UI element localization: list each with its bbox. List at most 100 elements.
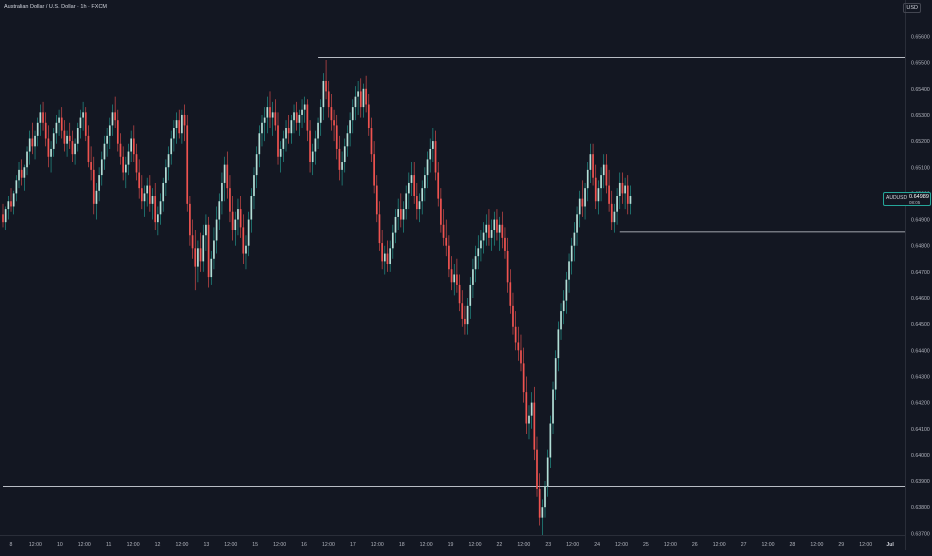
candle-body <box>488 224 490 238</box>
symbol-title[interactable]: Australian Dollar / U.S. Dollar · 1h · F… <box>4 4 107 10</box>
candle <box>58 109 60 136</box>
candle <box>554 350 557 400</box>
candle <box>402 201 405 233</box>
candle <box>437 162 440 207</box>
candle-body <box>573 232 576 246</box>
time-label-hour: 12:00 <box>29 542 42 548</box>
candle-body <box>146 185 149 194</box>
candle-body <box>381 243 383 262</box>
candle <box>2 203 4 228</box>
currency-button[interactable]: USD <box>903 3 921 13</box>
time-axis[interactable]: 8 12:00 10 12:00 11 12:00 12 12:00 13 12:00 15 12:0… <box>0 535 922 551</box>
candle-body <box>416 196 418 210</box>
candle-body <box>525 392 528 424</box>
candle-body <box>231 211 234 231</box>
price-label: 0.64000 <box>911 453 930 459</box>
candle <box>20 159 23 186</box>
candle-body <box>602 164 605 176</box>
candle-body <box>600 175 602 189</box>
price-axis[interactable]: 0.65600 0.65500 0.65400 0.65300 0.65200 0.651… <box>903 0 932 550</box>
candle <box>405 185 408 220</box>
candle <box>242 214 245 265</box>
time-axis-labels: 8 12:00 10 12:00 11 12:00 12 12:00 13 12:00 15 12:0… <box>10 542 922 548</box>
candle <box>597 180 600 215</box>
chart-pane[interactable]: Australian Dollar / U.S. Dollar · 1h · F… <box>0 0 905 539</box>
candle <box>178 109 181 139</box>
candle-body <box>586 169 589 189</box>
candle-body <box>589 154 592 170</box>
candle-body <box>338 148 341 170</box>
candle <box>594 164 597 210</box>
candle-body <box>530 402 533 416</box>
candle <box>399 193 402 228</box>
candle-body <box>127 151 130 165</box>
candle <box>349 112 351 147</box>
last-price-symbol: AUDUSD <box>886 195 908 201</box>
candle-body <box>301 109 303 115</box>
candle-body <box>584 188 586 207</box>
candle-body <box>474 256 477 270</box>
candle-body <box>533 402 536 450</box>
candle <box>301 99 303 129</box>
candle <box>386 240 389 272</box>
candle <box>381 230 383 270</box>
candle <box>541 499 544 539</box>
candle <box>189 196 191 246</box>
candle-body <box>306 104 309 131</box>
candle <box>111 104 114 136</box>
candle-body <box>31 138 34 147</box>
candle-body <box>74 143 76 155</box>
candle-body <box>162 182 165 202</box>
candle <box>453 264 456 296</box>
candle <box>325 60 327 100</box>
candle-body <box>544 486 546 508</box>
candle <box>573 222 576 262</box>
candle-body <box>218 201 221 220</box>
candle-body <box>20 169 23 178</box>
candle-body <box>15 180 18 194</box>
candle-body <box>100 159 103 176</box>
candle <box>322 73 325 121</box>
candle-body <box>552 389 554 424</box>
candle <box>223 156 226 202</box>
candle <box>357 80 359 115</box>
candle-body <box>98 175 100 191</box>
candle-body <box>119 143 122 157</box>
candle <box>140 175 143 210</box>
candle-body <box>154 196 157 223</box>
candle <box>221 172 223 215</box>
candle-body <box>298 114 301 123</box>
candle <box>266 96 269 134</box>
candle-body <box>565 279 568 301</box>
candle <box>533 386 536 461</box>
candle-body <box>522 363 525 393</box>
candle <box>549 415 552 468</box>
candle-body <box>132 138 135 155</box>
candle-body <box>327 91 330 108</box>
candle-body <box>370 128 373 155</box>
time-label-hour: 12:00 <box>566 542 579 548</box>
candlestick-chart[interactable] <box>0 0 905 539</box>
candle-body <box>223 164 226 183</box>
candle <box>568 253 570 293</box>
candle-body <box>247 219 250 246</box>
candle-body <box>557 329 560 359</box>
candle-body <box>490 230 493 238</box>
time-label-day: 24 <box>594 542 600 548</box>
candle <box>576 206 578 246</box>
candle <box>138 159 141 199</box>
candle-body <box>480 240 482 249</box>
candle <box>589 143 592 183</box>
candle-body <box>60 117 63 131</box>
price-label: 0.64600 <box>911 296 930 302</box>
candle-body <box>346 133 349 147</box>
price-label: 0.65500 <box>911 61 930 67</box>
candle <box>90 146 92 181</box>
price-label: 0.64300 <box>911 374 930 380</box>
candle <box>335 114 338 160</box>
candle-body <box>10 201 12 207</box>
candle <box>517 326 520 361</box>
candle-body <box>226 164 229 189</box>
candle-body <box>71 141 74 155</box>
candle-body <box>36 122 39 136</box>
